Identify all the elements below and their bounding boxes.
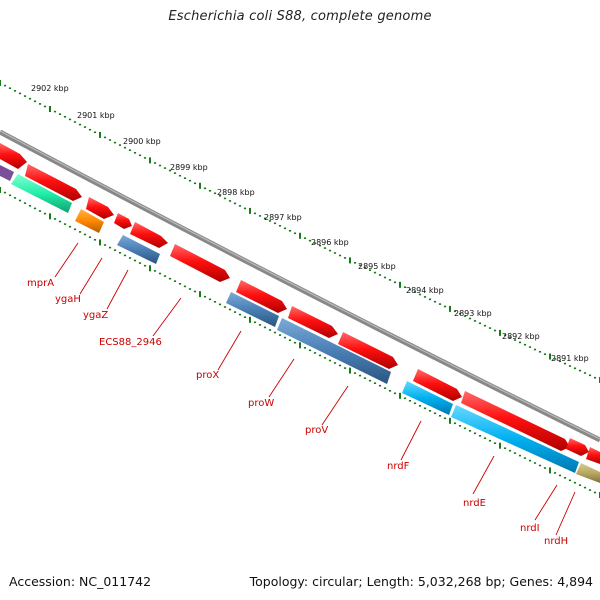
genome-summary-text: Topology: circular; Length: 5,032,268 bp… <box>249 574 593 589</box>
forward-gene <box>338 332 398 369</box>
leader-line <box>555 491 576 536</box>
gene-label-ygaH: ygaH <box>55 294 81 305</box>
reverse-gene-olive <box>576 463 600 483</box>
leader-line <box>321 385 349 426</box>
reverse-gene-steel <box>277 318 391 384</box>
forward-gene <box>288 306 338 338</box>
kbp-label: 2902 kbp <box>31 84 69 93</box>
leader-line <box>217 330 242 371</box>
leader-line <box>400 420 422 461</box>
leader-line <box>472 455 495 495</box>
leader-line <box>534 484 558 521</box>
kbp-label: 2896 kbp <box>311 238 349 247</box>
genome-backbone <box>0 129 600 443</box>
gene-label-nrdI: nrdI <box>520 523 540 534</box>
kbp-label: 2895 kbp <box>358 262 396 271</box>
kbp-label: 2891 kbp <box>551 354 589 363</box>
forward-gene <box>461 391 570 451</box>
forward-gene <box>236 280 287 313</box>
reverse-gene-steel <box>117 235 160 264</box>
gene-label-proX: proX <box>196 370 219 381</box>
reverse-gene-steel <box>226 292 279 327</box>
reverse-genes <box>0 165 600 483</box>
inner-scale-ticks <box>0 187 600 498</box>
kbp-label: 2897 kbp <box>264 213 302 222</box>
gene-label-ECS88_2946: ECS88_2946 <box>99 337 162 348</box>
accession-text: Accession: NC_011742 <box>9 574 152 589</box>
kbp-label: 2894 kbp <box>406 286 444 295</box>
kbp-scale-ticks <box>0 80 600 383</box>
forward-gene <box>0 143 27 169</box>
forward-gene <box>130 222 168 248</box>
forward-gene <box>114 213 132 229</box>
gene-label-proV: proV <box>305 425 328 436</box>
forward-genes <box>0 143 600 464</box>
kbp-label: 2893 kbp <box>454 309 492 318</box>
gene-label-mprA: mprA <box>27 278 54 289</box>
forward-gene <box>413 369 462 401</box>
kbp-label: 2892 kbp <box>502 332 540 341</box>
map-title: Escherichia coli S88, complete genome <box>168 9 432 24</box>
kbp-label: 2901 kbp <box>77 111 115 120</box>
gene-label-nrdE: nrdE <box>463 498 486 509</box>
forward-gene <box>566 438 589 456</box>
kbp-labels: 2902 kbp 2901 kbp 2900 kbp 2899 kbp 2898… <box>31 84 589 363</box>
forward-gene <box>86 197 114 219</box>
kbp-label: 2898 kbp <box>217 188 255 197</box>
gene-label-ygaZ: ygaZ <box>83 310 108 321</box>
genome-backbone-highlight <box>0 130 600 440</box>
leader-line <box>268 358 295 398</box>
reverse-gene-cyan <box>451 405 579 473</box>
gene-label-nrdH: nrdH <box>544 536 568 547</box>
forward-gene <box>25 164 82 201</box>
leader-line <box>106 269 129 310</box>
gene-label-proW: proW <box>248 398 274 409</box>
reverse-gene-purple <box>0 165 14 181</box>
kbp-label: 2900 kbp <box>123 137 161 146</box>
reverse-gene-orange <box>75 209 104 233</box>
forward-gene <box>170 244 230 282</box>
gene-labels: mprA ygaH ygaZ ECS88_2946 proX proW proV… <box>27 278 568 547</box>
forward-gene <box>586 447 600 464</box>
leader-line <box>79 257 103 295</box>
label-leaders <box>54 242 576 536</box>
reverse-gene-cyan <box>402 381 453 415</box>
leader-line <box>152 297 182 337</box>
gene-label-nrdF: nrdF <box>387 461 410 472</box>
kbp-label: 2899 kbp <box>170 163 208 172</box>
reverse-gene-teal <box>11 174 72 213</box>
leader-line <box>54 242 79 278</box>
